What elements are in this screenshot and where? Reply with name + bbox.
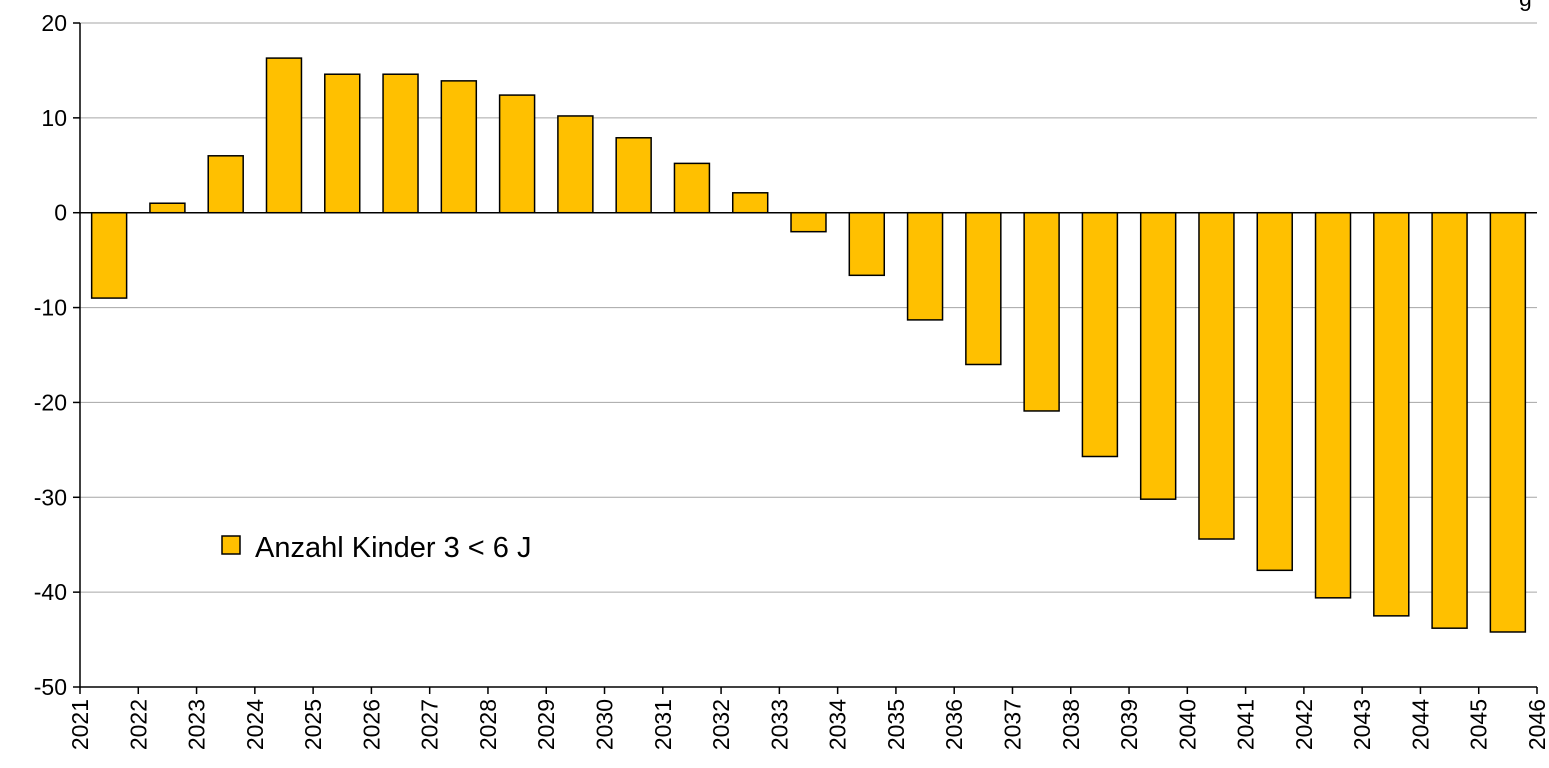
bar-2027 [382,73,419,214]
bar-2038 [1023,211,1060,412]
x-tick-label: 2042 [1291,699,1317,750]
x-tick-label: 2036 [941,699,967,750]
x-tick-label: 2022 [125,699,151,750]
bar-2040 [1139,211,1177,500]
x-tick-label: 2033 [766,699,792,750]
x-tick-label: 2046 [1524,699,1549,750]
y-tick-label: 0 [54,200,67,226]
bar-2045 [1431,211,1468,629]
legend-label: Anzahl Kinder 3 < 6 J [255,532,531,564]
bar-2024 [207,155,244,214]
x-tick-labels: 2021 2022 2023 2024 2025 2026 2027 2028 2029 2030… [67,699,1549,750]
y-tick-label: -30 [34,484,67,510]
y-tick-label: -20 [34,389,67,415]
bars [90,57,1527,633]
x-tick-label: 2032 [708,699,734,750]
x-tick-label: 2037 [999,699,1025,750]
x-tick-label: 2041 [1233,699,1259,750]
y-tick-label: -40 [34,579,67,605]
bar-2036 [906,211,944,321]
bar-2035 [848,211,886,277]
y-tick-label: 10 [41,105,67,131]
bar-2037 [965,211,1002,366]
gridlines [80,22,1537,593]
corner-text: g [1519,0,1532,11]
bar-2044 [1373,211,1410,617]
bar-2034 [790,211,827,233]
x-tick-label: 2044 [1407,699,1433,750]
x-tick-label: 2038 [1058,699,1084,750]
x-tick-label: 2043 [1349,699,1375,750]
x-tick-label: 2023 [184,699,210,750]
x-tick-label: 2031 [650,699,676,750]
x-tick-label: 2030 [592,699,618,750]
bar-2033 [731,192,769,214]
legend: Anzahl Kinder 3 < 6 J [221,532,531,564]
x-tick-label: 2045 [1466,699,1492,750]
x-tick-label: 2029 [533,699,559,750]
y-tick-labels: 20 10 0 -10 -20 -30 -40 -50 [34,10,67,700]
axes [73,22,1538,694]
legend-swatch [221,535,241,555]
bar-2031 [615,137,652,214]
x-tick-label: 2026 [358,699,384,750]
bar-2029 [498,94,536,214]
bar-2028 [440,80,478,214]
bar-2022 [90,211,128,299]
x-tick-label: 2035 [883,699,909,750]
bar-2032 [673,162,711,214]
x-tick-label: 2034 [825,699,851,750]
bar-2042 [1256,211,1293,572]
y-tick-label: -10 [34,295,67,321]
x-tick-label: 2040 [1174,699,1200,750]
x-tick-label: 2024 [242,699,268,750]
bar-2039 [1081,211,1119,458]
y-tick-label: -50 [34,674,67,700]
bar-2026 [324,73,361,214]
bar-2025 [265,57,303,214]
bar-2043 [1314,211,1352,599]
bar-2046 [1489,211,1527,633]
x-tick-label: 2039 [1116,699,1142,750]
bar-2030 [557,115,594,214]
bar-2041 [1198,211,1235,540]
x-tick-label: 2027 [417,699,443,750]
x-tick-label: 2028 [475,699,501,750]
x-tick-label: 2025 [300,699,326,750]
y-tick-label: 20 [41,10,67,36]
bar-2023 [149,202,186,214]
x-tick-label: 2021 [67,699,93,750]
